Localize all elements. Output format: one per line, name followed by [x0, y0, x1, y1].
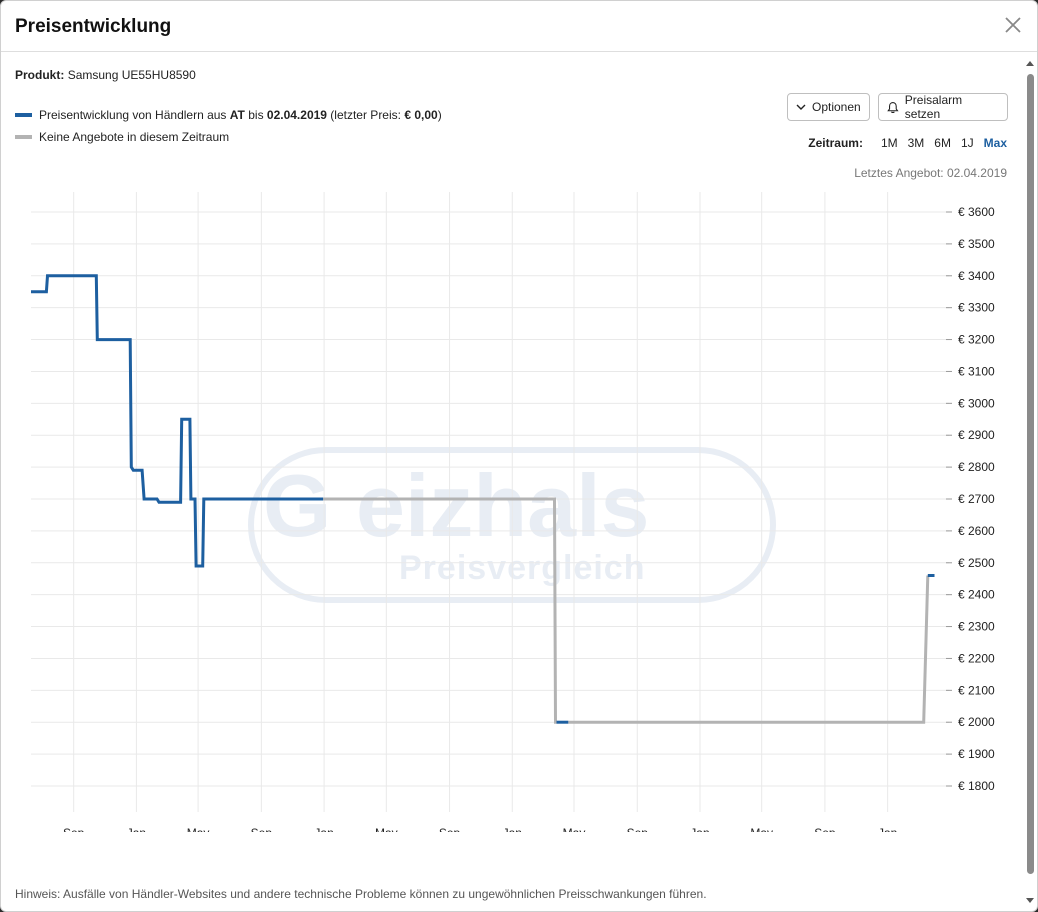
- legend-text-available: Preisentwicklung von Händlern aus AT bis…: [39, 108, 442, 122]
- dialog-header: Preisentwicklung: [1, 1, 1037, 52]
- zeitraum-option-6m[interactable]: 6M: [934, 136, 951, 150]
- legend-swatch-blue: [15, 113, 32, 117]
- y-tick-label: € 2700: [958, 492, 995, 506]
- y-tick-label: € 3100: [958, 364, 995, 378]
- dialog-title: Preisentwicklung: [15, 16, 172, 37]
- price-alarm-button-label: Preisalarm setzen: [904, 93, 963, 121]
- bell-icon: [887, 101, 899, 113]
- y-tick-label: € 2900: [958, 428, 995, 442]
- options-button-label: Optionen: [812, 100, 861, 114]
- y-tick-label: € 3200: [958, 333, 995, 347]
- x-tick-label: Jan: [878, 826, 897, 832]
- y-tick-label: € 2600: [958, 524, 995, 538]
- y-tick-label: € 2000: [958, 715, 995, 729]
- series-line-no-offers: [568, 575, 930, 724]
- watermark-brand: eizhals: [356, 456, 649, 555]
- y-tick-label: € 1900: [958, 747, 995, 761]
- y-tick-label: € 3600: [958, 205, 995, 219]
- zeitraum-label: Zeitraum:: [808, 136, 863, 150]
- last-offer-date: Letztes Angebot: 02.04.2019: [854, 166, 1007, 180]
- zeitraum-selector: Zeitraum: 1M 3M 6M 1J Max: [808, 136, 1007, 150]
- disclaimer-note: Hinweis: Ausfälle von Händler-Websites u…: [15, 887, 707, 901]
- zeitraum-option-1m[interactable]: 1M: [880, 136, 898, 150]
- close-icon[interactable]: [1003, 15, 1023, 35]
- legend-item-unavailable: Keine Angebote in diesem Zeitraum: [15, 130, 229, 144]
- chevron-down-icon: [796, 104, 806, 110]
- scroll-down-arrow-icon[interactable]: [1026, 898, 1034, 903]
- y-tick-label: € 2300: [958, 620, 995, 634]
- zeitraum-option-3m[interactable]: 3M: [907, 136, 925, 150]
- y-tick-label: € 3300: [958, 301, 995, 315]
- scroll-up-arrow-icon[interactable]: [1026, 61, 1034, 66]
- x-tick-label: Jan: [503, 826, 522, 832]
- legend-item-available: Preisentwicklung von Händlern aus AT bis…: [15, 108, 442, 122]
- x-tick-label: May: [187, 826, 210, 832]
- x-tick-label: Sep: [814, 826, 836, 832]
- series-line-no-offers: [323, 497, 557, 724]
- x-tick-label: Jan: [314, 826, 333, 832]
- y-tick-label: € 2200: [958, 651, 995, 665]
- y-tick-label: € 2800: [958, 460, 995, 474]
- price-alarm-button[interactable]: Preisalarm setzen: [878, 93, 1008, 121]
- dialog-content: Produkt: Samsung UE55HU8590 Preisentwick…: [1, 52, 1023, 911]
- product-label: Produkt:: [15, 68, 65, 82]
- x-tick-label: May: [375, 826, 398, 832]
- x-tick-label: May: [750, 826, 773, 832]
- y-tick-label: € 2100: [958, 683, 995, 697]
- y-tick-label: € 3500: [958, 237, 995, 251]
- y-tick-label: € 1800: [958, 779, 995, 793]
- watermark-g-letter: G: [263, 456, 331, 555]
- options-button[interactable]: Optionen: [787, 93, 870, 121]
- x-tick-label: Jan: [127, 826, 146, 832]
- y-tick-label: € 2500: [958, 556, 995, 570]
- x-tick-label: Sep: [439, 826, 461, 832]
- y-tick-label: € 2400: [958, 588, 995, 602]
- x-tick-label: Sep: [63, 826, 85, 832]
- legend-swatch-gray: [15, 135, 32, 139]
- watermark-sub: Preisvergleich: [399, 549, 645, 587]
- y-tick-label: € 3400: [958, 269, 995, 283]
- series-line-price: [31, 274, 324, 568]
- product-line: Produkt: Samsung UE55HU8590: [15, 68, 196, 82]
- x-tick-label: Sep: [627, 826, 649, 832]
- y-tick-label: € 3000: [958, 396, 995, 410]
- price-chart: G eizhals Preisvergleich € 3600 € 3500 € 3…: [31, 192, 995, 832]
- x-tick-label: Jan: [690, 826, 709, 832]
- x-tick-label: May: [563, 826, 586, 832]
- vertical-scrollbar[interactable]: [1023, 52, 1037, 911]
- legend-text-unavailable: Keine Angebote in diesem Zeitraum: [39, 130, 230, 144]
- product-name: Samsung UE55HU8590: [67, 68, 196, 82]
- x-tick-label: Sep: [251, 826, 273, 832]
- scroll-thumb[interactable]: [1027, 74, 1034, 874]
- zeitraum-option-max[interactable]: Max: [983, 136, 1007, 150]
- zeitraum-option-1j[interactable]: 1J: [960, 136, 974, 150]
